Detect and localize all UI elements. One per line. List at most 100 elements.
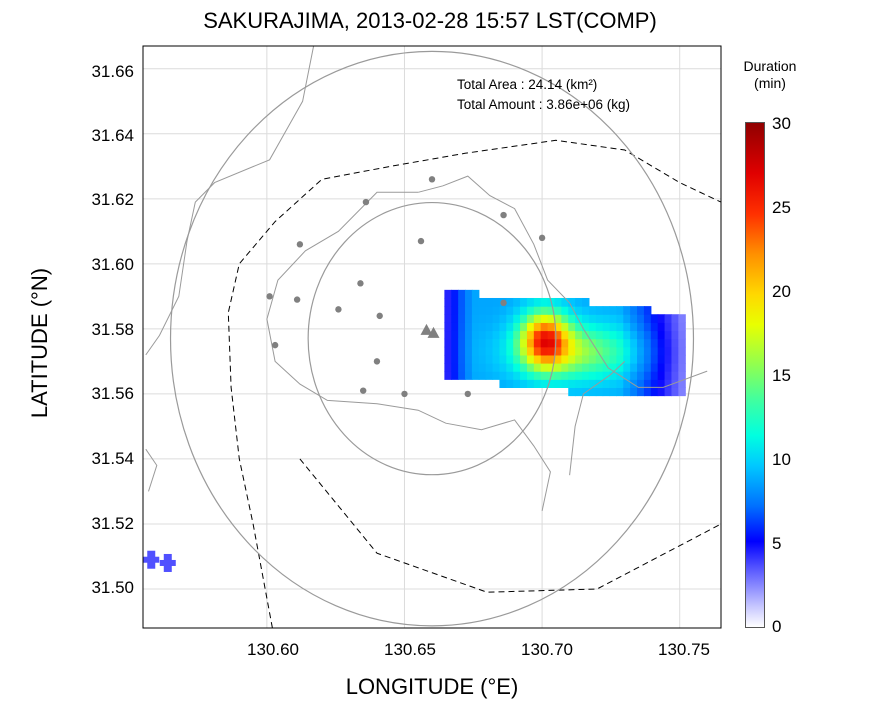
ash-cell (561, 354, 569, 364)
ash-cell (471, 354, 480, 364)
ash-cell (526, 346, 535, 356)
ash-cell (650, 363, 659, 372)
duration-colorbar (745, 122, 765, 628)
ash-cell (471, 322, 480, 332)
coastline-west (145, 45, 315, 356)
y-tick-label: 31.50 (91, 578, 134, 597)
ash-cell (664, 330, 673, 340)
ash-cell (478, 330, 487, 340)
ash-cell (520, 338, 528, 348)
ash-cell (595, 330, 604, 340)
ash-cell (609, 314, 618, 323)
ash-cell (526, 306, 535, 315)
ash-cell (671, 371, 679, 380)
ash-cell (471, 289, 480, 299)
ash-cell (458, 306, 466, 315)
ash-cell (506, 330, 514, 340)
ash-cell (568, 338, 576, 348)
ash-cell (637, 330, 645, 340)
ash-cell (492, 338, 501, 348)
ash-cell (520, 314, 528, 323)
ash-cell (499, 354, 507, 364)
colorbar-title-line1: Duration (743, 58, 797, 74)
ash-cell (492, 363, 501, 372)
ash-cell (444, 306, 452, 315)
ash-cell (664, 363, 673, 372)
ash-cell (637, 371, 645, 380)
ash-cell (630, 387, 638, 397)
ash-cell (575, 306, 583, 315)
ash-cell (582, 322, 590, 332)
ash-cell (657, 354, 666, 364)
ash-cell (513, 363, 521, 372)
ash-cell (471, 297, 480, 307)
plot-frame (142, 45, 722, 629)
ash-cell (630, 306, 638, 315)
ash-cell (678, 346, 686, 356)
y-tick-label: 31.60 (91, 255, 134, 274)
ash-cell (582, 371, 590, 380)
ash-cell (561, 322, 569, 332)
ash-cell (623, 387, 631, 397)
ash-cell (520, 371, 528, 380)
ash-cell (533, 354, 542, 364)
ash-cell (575, 314, 583, 323)
ash-cell (478, 338, 487, 348)
ash-cell (499, 338, 507, 348)
ash-cell (575, 346, 583, 356)
ash-cell (499, 346, 507, 356)
ash-cell (444, 322, 452, 332)
ash-cell (547, 322, 556, 332)
ash-cell (623, 346, 631, 356)
ash-cell (616, 322, 624, 332)
ash-cell (582, 314, 590, 323)
ash-cell (451, 306, 459, 315)
ash-cell (513, 346, 521, 356)
ash-cell (643, 338, 652, 348)
ash-cell (595, 322, 604, 332)
ash-cell (671, 387, 679, 397)
coastline-southeast (569, 361, 626, 476)
ash-cell (471, 371, 480, 380)
station-marker (296, 241, 304, 248)
ash-cell (561, 306, 569, 315)
ash-cell (575, 297, 583, 307)
ash-cell (650, 387, 659, 397)
ash-cell (492, 306, 501, 315)
ash-cell (444, 297, 452, 307)
station-marker (373, 358, 381, 365)
ash-cell (637, 354, 645, 364)
ash-cell (637, 363, 645, 372)
ash-cell (568, 314, 576, 323)
ash-cell (602, 363, 611, 372)
ash-cell (602, 322, 611, 332)
ash-cell (485, 306, 494, 315)
detection-boundary (227, 139, 722, 629)
ash-cell (478, 346, 487, 356)
ash-cell (568, 306, 576, 315)
ash-cell (664, 379, 673, 388)
ash-cell (575, 330, 583, 340)
colorbar-title-line2: (min) (754, 75, 786, 91)
ash-cell (485, 297, 494, 307)
ash-cell (499, 379, 507, 388)
ash-cell (637, 387, 645, 397)
ash-cell (554, 306, 562, 315)
ash-cell (568, 322, 576, 332)
ash-cell (616, 379, 624, 388)
ash-cell (595, 314, 604, 323)
colorbar-tick-label: 25 (772, 198, 791, 217)
ash-cell (513, 297, 521, 307)
ash-cell (637, 322, 645, 332)
ash-cell (637, 379, 645, 388)
ash-cell (623, 314, 631, 323)
station-marker (362, 198, 370, 206)
ash-cell (465, 346, 473, 356)
ash-cell (520, 297, 528, 307)
ash-cell (609, 363, 618, 372)
ash-cell (499, 371, 507, 380)
ash-cell (595, 363, 604, 372)
station-marker (266, 293, 273, 300)
ash-cell (678, 338, 686, 348)
ash-cell (506, 306, 514, 315)
